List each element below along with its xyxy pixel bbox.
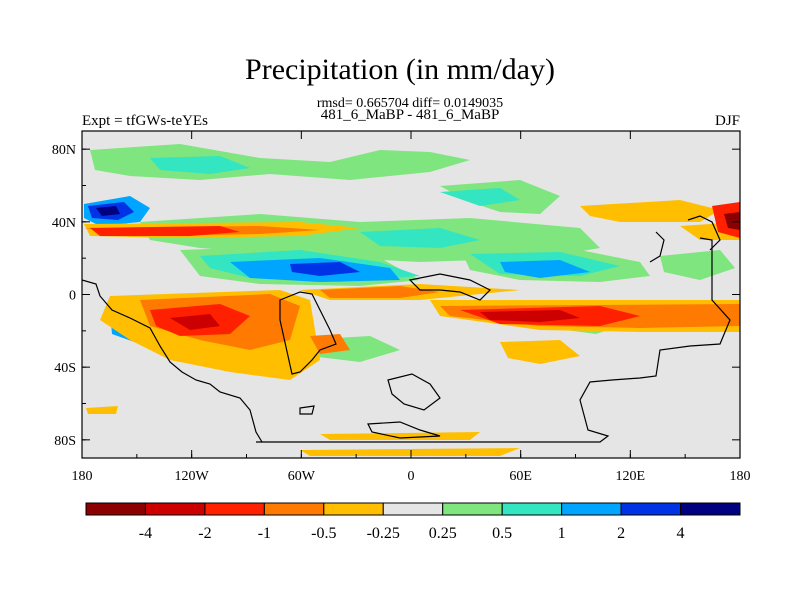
coastline-island — [367, 421, 441, 439]
colorbar-label: -0.25 — [367, 525, 400, 542]
field-patch — [580, 200, 720, 222]
precip-field — [84, 144, 740, 456]
field-patch — [300, 448, 520, 456]
chart-title: Precipitation (in mm/day) — [245, 53, 555, 86]
colorbar-box — [323, 502, 384, 516]
chart-center-string: 481_6_MaBP - 481_6_MaBP — [320, 107, 500, 123]
chart-right-string: DJF — [714, 113, 740, 129]
colorbar-label: -2 — [198, 525, 211, 542]
coastline-americas — [82, 279, 263, 443]
x-tick-label: 180 — [730, 469, 751, 484]
colorbar-box — [680, 502, 741, 516]
colorbar-box — [442, 502, 503, 516]
field-patch — [500, 340, 580, 364]
coastline-island — [299, 405, 315, 415]
colorbar-box — [561, 502, 622, 516]
y-axis: 80N 40N 0 40S 80S — [52, 143, 740, 449]
field-patch — [150, 156, 250, 174]
coastlines — [82, 215, 731, 443]
colorbar-box — [144, 502, 206, 516]
field-patch — [440, 188, 520, 206]
colorbar-box — [263, 502, 325, 516]
x-tick-label: 120E — [616, 469, 646, 484]
colorbar-box — [382, 502, 444, 516]
colorbar-box — [620, 502, 682, 516]
x-tick-label: 60E — [509, 469, 532, 484]
colorbar-box — [501, 502, 563, 516]
colorbar-label: 0.25 — [429, 525, 457, 542]
coastline-south-america — [279, 291, 337, 375]
x-tick-label: 120W — [175, 469, 210, 484]
colorbar-box — [204, 502, 265, 516]
x-tick-label: 180 — [72, 469, 93, 484]
field-patch — [86, 406, 118, 414]
field-patch — [660, 250, 735, 280]
field-patch — [320, 432, 480, 440]
coastline-asia — [687, 215, 721, 251]
field-patch — [724, 212, 740, 230]
chart-subtitle: rmsd= 0.665704 diff= 0.0149035 — [316, 96, 504, 111]
field-patch — [320, 286, 440, 298]
colorbar: -4 -2 -1 -0.5 -0.25 0.25 0.5 1 2 4 — [85, 502, 741, 542]
field-patch — [290, 262, 360, 276]
coastline-antarctic-shelf — [256, 237, 731, 443]
colorbar-label: 4 — [677, 525, 685, 542]
field-patch — [90, 226, 240, 236]
coastline-africa — [408, 273, 492, 301]
coastline-asia — [649, 231, 665, 263]
chart-left-string: Expt = tfGWs-teYEs — [82, 113, 208, 129]
colorbar-label: 1 — [558, 525, 566, 542]
coastline-island — [387, 373, 441, 411]
field-patch — [310, 334, 350, 354]
colorbar-label: 0.5 — [492, 525, 512, 542]
x-axis: 180 120W 60W 0 60E 120E 180 — [72, 131, 751, 484]
field-patch — [170, 314, 220, 330]
field-patch — [360, 228, 480, 248]
colorbar-box — [85, 502, 146, 516]
y-tick-label: 80S — [54, 434, 76, 449]
field-patch — [480, 310, 580, 322]
field-patch — [96, 206, 120, 216]
field-patch — [500, 260, 590, 278]
colorbar-label: -0.5 — [311, 525, 336, 542]
x-tick-label: 60W — [288, 469, 316, 484]
colorbar-label: -4 — [139, 525, 152, 542]
y-tick-label: 80N — [52, 143, 76, 158]
colorbar-label: -1 — [258, 525, 271, 542]
x-tick-label: 0 — [408, 469, 415, 484]
y-tick-label: 0 — [69, 289, 76, 304]
y-tick-label: 40N — [52, 216, 76, 231]
colorbar-label: 2 — [617, 525, 625, 542]
y-tick-label: 40S — [54, 361, 76, 376]
